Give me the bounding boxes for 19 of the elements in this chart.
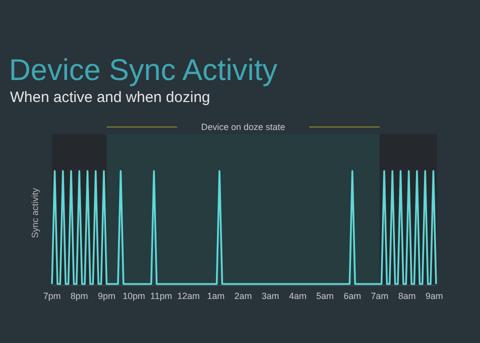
band-label: Device on doze state bbox=[201, 122, 286, 132]
x-tick-label: 7pm bbox=[43, 291, 61, 301]
x-tick-label: 2am bbox=[234, 291, 252, 301]
x-tick-label: 7am bbox=[370, 291, 388, 301]
y-axis-title: Sync activity bbox=[30, 187, 40, 238]
x-tick-label: 3am bbox=[262, 291, 280, 301]
x-tick-label: 12am bbox=[177, 291, 200, 301]
x-tick-label: 1am bbox=[207, 291, 225, 301]
chart-title: Device Sync Activity bbox=[9, 54, 278, 87]
x-tick-label: 6am bbox=[344, 291, 362, 301]
x-tick-label: 9pm bbox=[98, 291, 116, 301]
x-tick-label: 8pm bbox=[70, 291, 88, 301]
chart-subtitle: When active and when dozing bbox=[10, 89, 210, 106]
x-tick-label: 10pm bbox=[122, 291, 146, 301]
x-tick-label: 8am bbox=[398, 291, 416, 301]
x-tick-label: 5am bbox=[316, 291, 334, 301]
x-tick-label: 11pm bbox=[150, 291, 172, 301]
x-tick-label: 4am bbox=[288, 291, 307, 301]
x-tick-label: 9am bbox=[426, 291, 444, 301]
